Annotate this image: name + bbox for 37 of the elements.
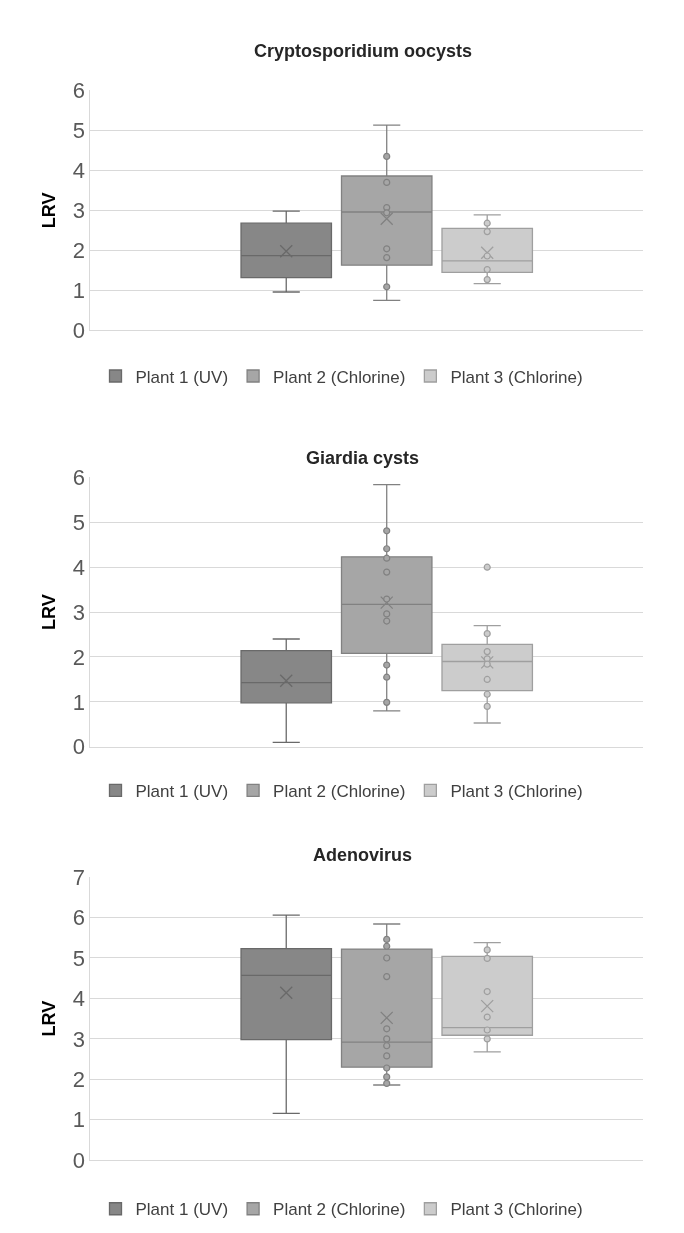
legend-label: Plant 3 (Chlorine)	[450, 1200, 583, 1220]
y-tick-label: 1	[72, 689, 85, 715]
y-tick-label: 0	[72, 734, 85, 760]
y-tick-label: 6	[72, 905, 85, 931]
chart-title: Adenovirus	[313, 845, 413, 865]
y-axis-title: LRV	[38, 192, 59, 229]
y-tick-label: 7	[72, 864, 85, 890]
y-tick-label: 1	[72, 278, 85, 304]
y-axis-title: LRV	[38, 1000, 59, 1037]
legend-label: Plant 3 (Chlorine)	[450, 367, 583, 387]
y-tick-label: 2	[72, 644, 85, 670]
legend-label: Plant 2 (Chlorine)	[273, 1200, 406, 1220]
y-tick-label: 6	[72, 465, 85, 491]
y-tick-label: 2	[72, 1067, 85, 1093]
y-tick-label: 3	[72, 599, 85, 625]
y-tick-label: 5	[72, 509, 85, 535]
y-tick-label: 0	[72, 318, 85, 344]
legend-label: Plant 2 (Chlorine)	[273, 367, 406, 387]
y-tick-label: 5	[72, 945, 85, 971]
legend-label: Plant 2 (Chlorine)	[273, 782, 406, 802]
y-axis-title: LRV	[38, 594, 59, 630]
legend-label: Plant 1 (UV)	[135, 367, 229, 387]
y-tick-label: 1	[72, 1107, 85, 1133]
y-tick-label: 3	[72, 1026, 85, 1052]
y-tick-label: 4	[72, 986, 85, 1012]
y-tick-label: 2	[72, 238, 85, 264]
y-tick-label: 5	[72, 118, 85, 144]
legend-label: Plant 3 (Chlorine)	[450, 782, 583, 802]
y-tick-label: 0	[72, 1147, 85, 1173]
y-tick-label: 4	[72, 554, 85, 580]
chart-title: Giardia cysts	[306, 448, 420, 468]
legend-label: Plant 1 (UV)	[135, 782, 229, 802]
y-tick-label: 3	[72, 198, 85, 224]
legend-label: Plant 1 (UV)	[135, 1200, 229, 1220]
y-tick-label: 6	[72, 78, 85, 104]
y-tick-label: 4	[72, 158, 85, 184]
chart-title: Cryptosporidium oocysts	[254, 41, 473, 61]
